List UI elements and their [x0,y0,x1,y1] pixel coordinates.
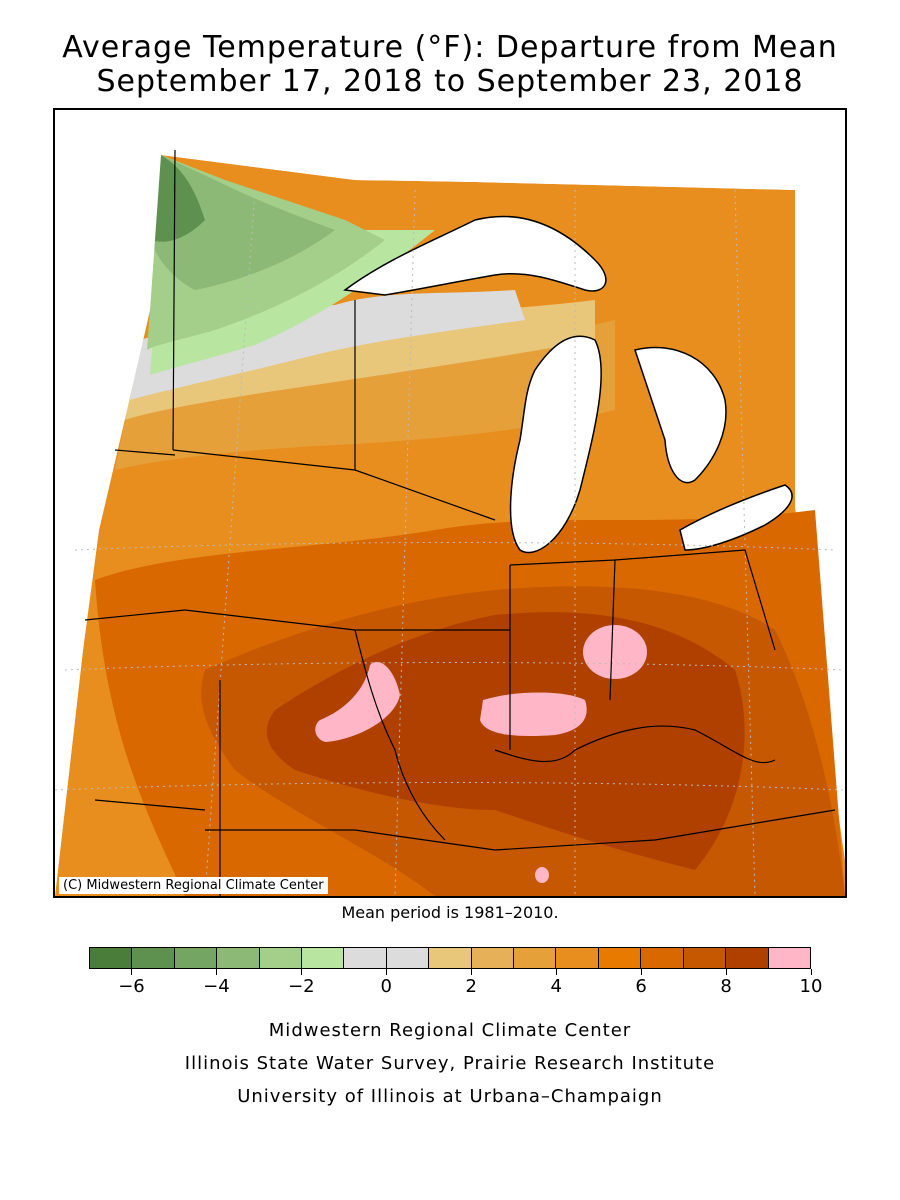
legend-tick-mark [300,969,302,975]
legend-tick-mark [385,969,387,975]
legend-swatch [386,948,430,968]
legend-swatch [598,948,642,968]
copyright-label: (C) Midwestern Regional Climate Center [59,877,328,894]
graticule [55,189,845,896]
legend-swatch [683,948,727,968]
legend-swatch [641,948,684,968]
legend-tick-label: 10 [799,976,823,997]
legend-tick-label: −4 [203,976,230,997]
legend-tick-mark [725,969,727,975]
legend-tick-mark [810,969,812,975]
map-title: Average Temperature (°F): Departure from… [62,30,838,65]
legend-swatch [132,948,175,968]
lake-erie [679,484,793,551]
legend-swatch [90,948,133,968]
legend-swatch [768,948,810,968]
credit-line-3: University of Illinois at Urbana–Champai… [237,1086,663,1107]
legend-swatch [429,948,472,968]
north-blank [55,110,845,508]
credit-line-2: Illinois State Water Survey, Prairie Res… [184,1053,716,1074]
contour-neg2-0 [150,230,435,375]
legend-tick-mark [130,969,132,975]
lake-michigan [509,335,602,554]
contour-0-2 [130,290,525,400]
contour-9plus-3 [315,661,400,742]
legend-swatch [302,948,345,968]
legend-swatch [259,948,303,968]
color-legend-bar [89,947,811,969]
contour-9plus-2 [480,692,587,737]
state-boundaries [84,149,836,896]
legend-tick-mark [640,969,642,975]
legend-tick-mark [555,969,557,975]
contour-2-3 [125,300,595,420]
legend-swatch [726,948,769,968]
legend-swatch [471,948,515,968]
legend-swatch [217,948,260,968]
legend-tick-label: 0 [380,976,393,997]
color-legend-ticks: −6 −4 −2 0 2 4 6 8 10 [89,969,822,999]
contour-neg5-4 [147,155,335,290]
mean-period-note: Mean period is 1981–2010. [341,903,559,922]
legend-tick-mark [215,969,217,975]
lake-superior [343,215,607,296]
legend-tick-label: 6 [635,976,647,997]
map-date-range: September 17, 2018 to September 23, 2018 [96,64,804,99]
legend-swatch [514,948,557,968]
contour-9plus-1 [583,625,647,679]
contour-9plus-4 [535,867,549,883]
legend-tick-mark [470,969,472,975]
contour-neg6-5 [151,155,205,242]
legend-tick-label: −2 [288,976,315,997]
legend-swatch [174,948,218,968]
legend-swatch [556,948,599,968]
legend-tick-label: −6 [118,976,145,997]
legend-tick-label: 4 [550,976,562,997]
legend-tick-label: 2 [465,976,477,997]
credit-line-1: Midwestern Regional Climate Center [268,1020,632,1041]
legend-tick-label: 8 [720,976,732,997]
legend-swatch [344,948,387,968]
temperature-departure-map [55,110,845,896]
south-blank-left [55,155,161,896]
map-panel: (C) Midwestern Regional Climate Center [53,108,847,898]
lake-huron [634,346,727,484]
